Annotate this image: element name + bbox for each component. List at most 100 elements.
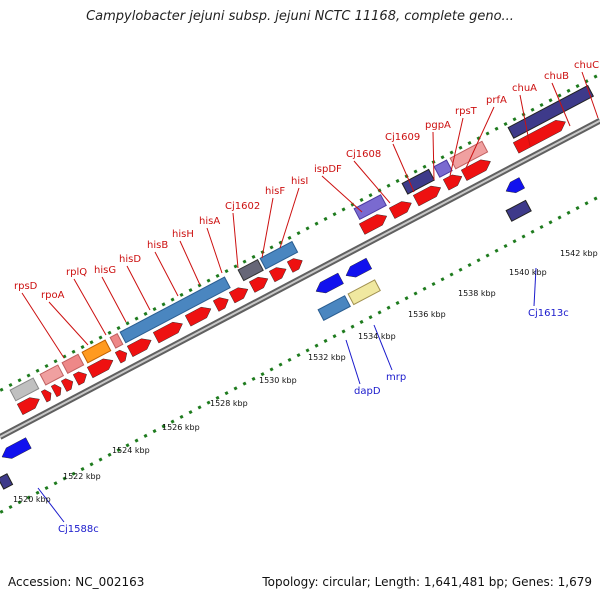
label-leader-line xyxy=(206,227,223,274)
forward-gene-arrow xyxy=(460,159,491,181)
feature-bar xyxy=(505,199,532,222)
label-leader-line xyxy=(392,143,415,193)
track-dot xyxy=(80,345,85,350)
track-dot xyxy=(35,490,40,495)
track-dot xyxy=(341,207,346,212)
track-dot xyxy=(179,414,184,419)
track-dot xyxy=(188,288,193,293)
gene-label-rpst: rpsT xyxy=(455,106,478,117)
feature-bar xyxy=(347,279,381,306)
label-leader-line xyxy=(37,487,65,523)
kbp-tick-label: 1538 kbp xyxy=(458,289,496,298)
track-dot xyxy=(494,248,499,253)
label-leader-line xyxy=(48,301,89,346)
track-dot xyxy=(323,338,328,343)
label-leader-line xyxy=(279,187,300,249)
kbp-tick-label: 1524 kbp xyxy=(112,446,150,455)
dotted-track-top xyxy=(0,74,598,392)
track-dot xyxy=(62,476,67,481)
track-dot xyxy=(368,315,373,320)
track-dot xyxy=(314,343,319,348)
forward-gene-arrow xyxy=(126,338,152,358)
track-dot xyxy=(89,462,94,467)
track-dot xyxy=(8,382,13,388)
track-dot xyxy=(170,419,175,424)
track-dot xyxy=(413,169,418,174)
gene-label-cj1613c: Cj1613c xyxy=(528,308,569,319)
label-leader-line xyxy=(126,265,151,311)
track-dot xyxy=(17,378,22,383)
label-leader-line xyxy=(179,240,201,286)
feature-bar xyxy=(353,194,387,221)
dotted-track-bottom xyxy=(0,196,598,514)
track-dot xyxy=(206,278,211,283)
track-dot xyxy=(476,258,481,263)
track-dot xyxy=(521,234,526,239)
forward-gene-arrow xyxy=(114,349,128,364)
label-leader-line xyxy=(353,160,391,204)
track-dot xyxy=(323,216,328,221)
kbp-tick-label: 1534 kbp xyxy=(358,332,396,341)
label-leader-line xyxy=(551,82,571,127)
track-dot xyxy=(242,259,247,264)
track-dot xyxy=(71,349,76,354)
track-dot xyxy=(26,373,31,378)
feature-bar xyxy=(0,473,14,490)
track-dot xyxy=(593,196,598,201)
track-dot xyxy=(44,485,49,491)
track-dot xyxy=(242,381,247,386)
track-dot xyxy=(134,316,139,321)
track-dot xyxy=(467,262,472,268)
track-dot xyxy=(116,448,121,453)
label-leader-line xyxy=(21,292,65,359)
gene-label-cj1609: Cj1609 xyxy=(385,132,420,143)
track-dot xyxy=(251,376,256,381)
track-dot xyxy=(287,235,292,240)
map-title: Campylobacter jejuni subsp. jejuni NCTC … xyxy=(86,9,514,24)
gene-label-hish: hisH xyxy=(172,229,194,240)
track-dot xyxy=(404,296,409,301)
track-dot xyxy=(413,291,418,296)
label-leader-line xyxy=(101,276,127,323)
track-dot xyxy=(170,297,175,302)
track-dot xyxy=(152,307,157,312)
kbp-tick-label: 1536 kbp xyxy=(408,310,446,319)
reverse-gene-arrow xyxy=(505,177,525,194)
forward-gene-arrow xyxy=(358,214,388,235)
track-dot xyxy=(71,471,76,476)
track-dot xyxy=(287,357,292,362)
track-dot xyxy=(278,362,283,367)
track-dot xyxy=(467,140,472,146)
label-leader-line xyxy=(432,131,435,181)
feature-bar xyxy=(39,364,65,386)
label-leader-line xyxy=(465,106,495,169)
track-dot xyxy=(557,215,562,220)
feature-bar-long xyxy=(507,84,595,139)
track-dot xyxy=(575,206,580,211)
forward-gene-arrow xyxy=(72,371,87,386)
track-dot xyxy=(575,84,580,89)
reverse-gene-arrow xyxy=(1,437,32,459)
forward-gene-arrow xyxy=(184,306,212,327)
gene-label-prfa: prfA xyxy=(486,95,507,106)
gene-arrows xyxy=(1,120,566,459)
reverse-gene-arrow xyxy=(345,257,373,278)
track-dot xyxy=(458,267,463,272)
track-dot xyxy=(233,386,238,391)
track-dot xyxy=(107,452,112,457)
kbp-tick-label: 1522 kbp xyxy=(63,472,101,481)
track-dot xyxy=(440,277,445,282)
track-dot xyxy=(116,326,121,331)
track-dot xyxy=(269,245,274,250)
track-dot xyxy=(494,126,499,131)
label-leader-line xyxy=(321,175,363,213)
forward-gene-arrow xyxy=(86,358,114,379)
track-dot xyxy=(584,201,589,206)
forward-gene-arrow xyxy=(16,397,40,416)
track-dot xyxy=(566,210,571,215)
track-dot xyxy=(224,391,229,396)
track-dot xyxy=(512,239,517,244)
track-dot xyxy=(143,311,148,316)
kbp-tick-label: 1526 kbp xyxy=(162,423,200,432)
